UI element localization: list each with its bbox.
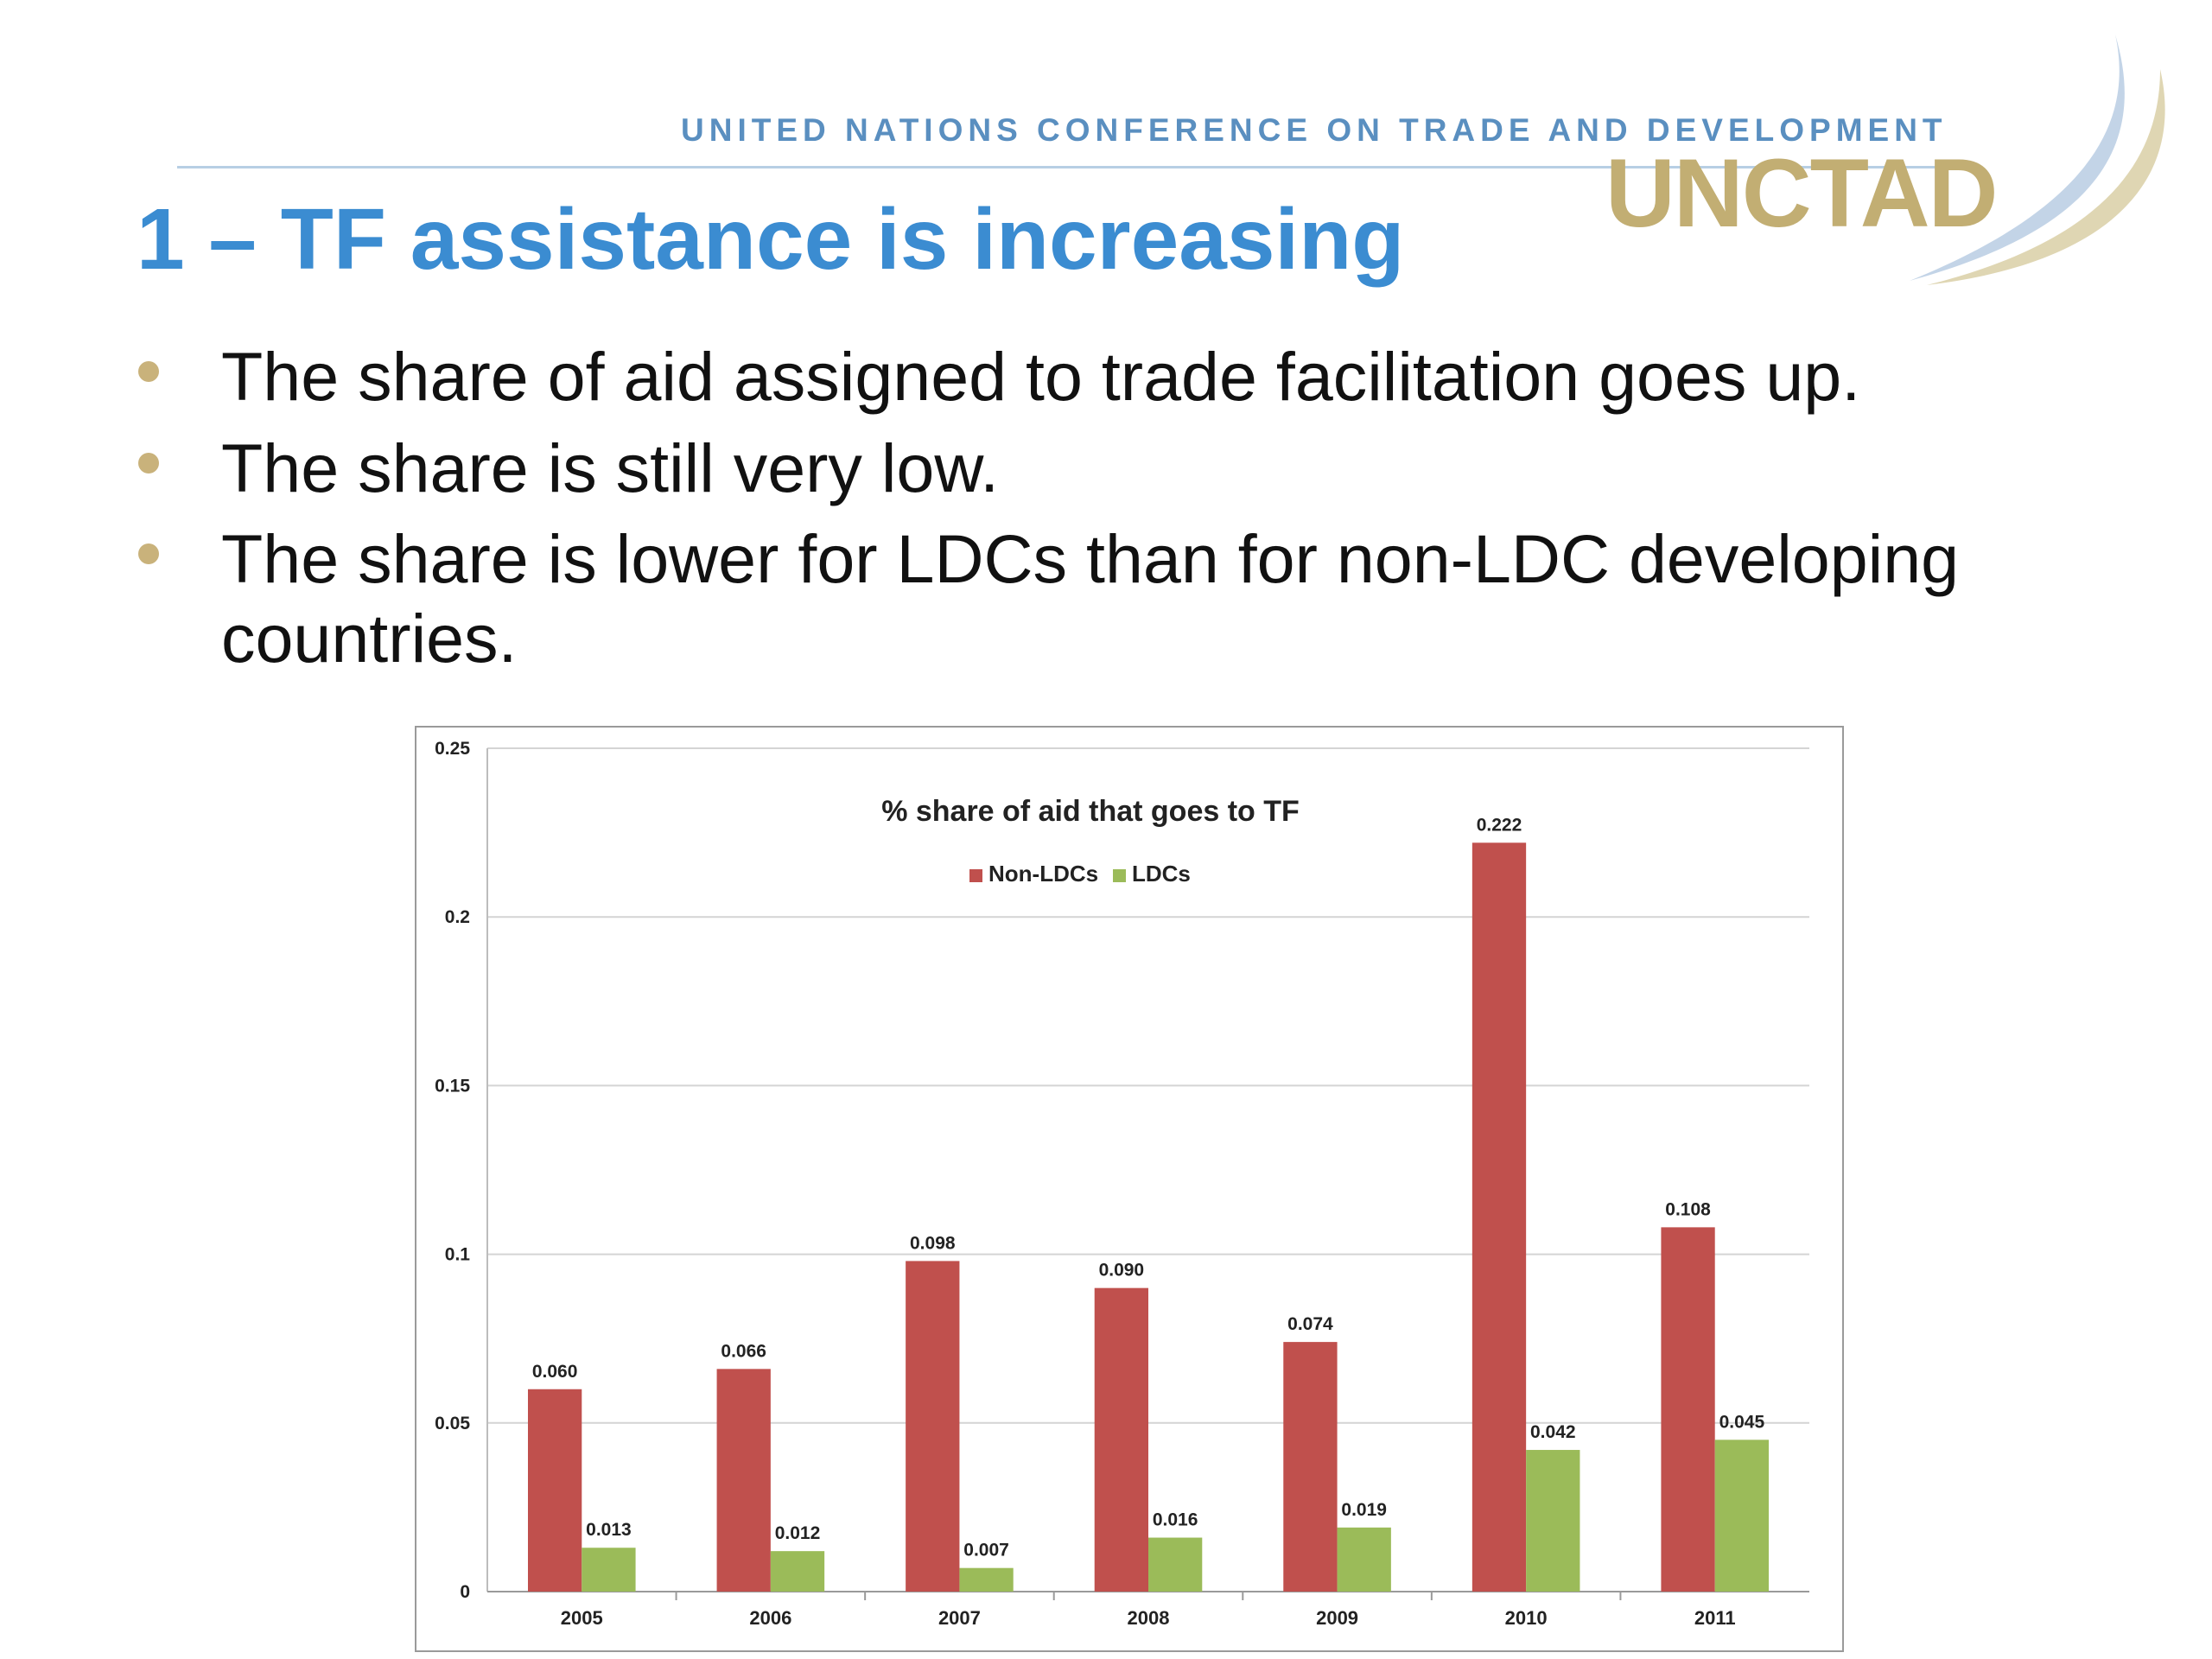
organization-name: UNITED NATIONS CONFERENCE ON TRADE AND D… [681,112,1948,148]
x-tick-label: 2011 [1694,1607,1736,1629]
bullet-text: The share is still very low. [221,429,1000,506]
bullet-text: The share is lower for LDCs than for non… [221,520,1960,677]
x-tick-label: 2009 [1316,1607,1358,1629]
bar-ldcs [959,1567,1014,1592]
bar-ldcs [770,1551,825,1592]
bar-ldcs [582,1548,636,1592]
y-tick-label: 0.2 [445,907,470,927]
slide-title: 1 – TF assistance is increasing [137,191,1405,288]
y-tick-label: 0.25 [435,739,470,759]
x-tick-label: 2005 [561,1607,603,1629]
data-label: 0.007 [963,1541,1009,1560]
bullet-dot-icon [138,452,159,474]
data-label: 0.016 [1153,1510,1198,1530]
x-tick-label: 2008 [1128,1607,1170,1629]
bullet-dot-icon [138,543,159,565]
x-tick-label: 2007 [938,1607,981,1629]
bar-non-ldcs [1283,1342,1338,1592]
bar-non-ldcs [1661,1227,1715,1592]
data-label: 0.060 [532,1362,578,1382]
x-tick-label: 2006 [749,1607,791,1629]
legend-label: LDCs [1132,861,1191,887]
y-tick-label: 0.05 [435,1414,470,1433]
data-label: 0.098 [910,1233,956,1253]
bar-ldcs [1148,1537,1203,1592]
data-label: 0.066 [721,1341,766,1361]
y-tick-label: 0 [460,1582,470,1602]
legend-label: Non-LDCs [988,861,1098,887]
bar-non-ldcs [1094,1287,1148,1592]
bar-non-ldcs [1471,842,1527,1592]
bullet-dot-icon [138,361,159,382]
x-tick-label: 2010 [1505,1607,1548,1629]
header-divider [177,166,1948,168]
data-label: 0.222 [1477,815,1522,835]
bar-non-ldcs [906,1261,960,1592]
bar-non-ldcs [716,1369,771,1592]
data-label: 0.045 [1719,1412,1765,1432]
data-label: 0.074 [1287,1314,1333,1334]
y-tick-label: 0.15 [435,1076,470,1096]
chart-frame: 0 0.05 0.1 0.15 0.2 0.25 2005 0.060 0.013 2006 0.0… [415,726,1844,1652]
bar-ldcs [1714,1440,1770,1592]
data-label: 0.019 [1341,1500,1387,1520]
bar-ldcs [1337,1527,1391,1592]
data-label: 0.012 [775,1523,821,1543]
data-label: 0.013 [586,1520,632,1540]
bullet-list: The share of aid assigned to trade facil… [130,337,2117,690]
bullet-item: The share is lower for LDCs than for non… [130,519,2117,677]
legend-swatch-non-ldcs [969,869,982,882]
bullet-item: The share of aid assigned to trade facil… [130,337,2117,416]
bar-non-ldcs [527,1389,582,1592]
bullet-item: The share is still very low. [130,429,2117,508]
data-label: 0.108 [1665,1199,1711,1219]
bar-chart: 0 0.05 0.1 0.15 0.2 0.25 2005 0.060 0.013 2006 0.0… [435,739,1809,1629]
chart-title: % share of aid that goes to TF [881,795,1300,828]
unctad-logo: UNCTAD [1605,139,1999,247]
y-tick-label: 0.1 [445,1245,471,1265]
bullet-text: The share of aid assigned to trade facil… [221,338,1861,415]
legend-swatch-ldcs [1113,869,1126,882]
bar-ldcs [1526,1450,1580,1592]
data-label: 0.042 [1530,1422,1576,1442]
data-label: 0.090 [1099,1261,1145,1281]
logo-swoosh-icon [1910,35,2165,285]
